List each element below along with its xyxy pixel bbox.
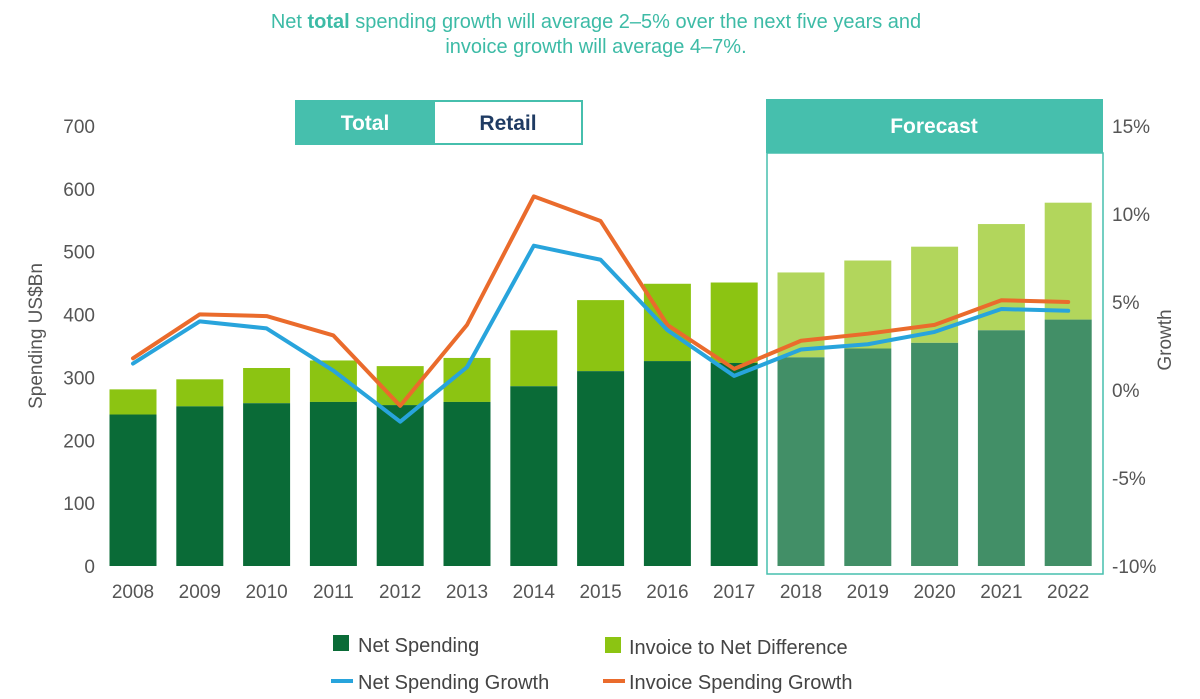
left-axis: 0 100 200 300 400 500 600 700 bbox=[63, 117, 95, 578]
bar-invoice-diff-2017 bbox=[710, 282, 758, 363]
legend-label-invoice-growth: Invoice Spending Growth bbox=[629, 672, 852, 694]
bar-net-spending-2018 bbox=[777, 357, 825, 566]
bar-net-spending-2016 bbox=[643, 361, 691, 566]
left-axis-title: Spending US$Bn bbox=[26, 263, 47, 409]
view-tabs: Total Retail bbox=[295, 100, 583, 145]
legend-label-invoice-diff: Invoice to Net Difference bbox=[629, 637, 848, 659]
title-line-1: Net total spending growth will average 2… bbox=[0, 10, 1192, 35]
lines-layer bbox=[131, 194, 1071, 424]
right-tick-label: 10% bbox=[1112, 205, 1150, 226]
bar-invoice-diff-2018 bbox=[777, 272, 825, 358]
left-tick-label: 700 bbox=[63, 117, 95, 138]
legend-label-net-growth: Net Spending Growth bbox=[358, 672, 549, 694]
bar-net-spending-2014 bbox=[510, 386, 558, 566]
title-part2: spending growth will average 2–5% over t… bbox=[349, 11, 922, 33]
x-tick-label: 2012 bbox=[379, 582, 421, 603]
bar-net-spending-2012 bbox=[376, 405, 424, 566]
x-tick-label: 2018 bbox=[780, 582, 822, 603]
chart-title: Net total spending growth will average 2… bbox=[0, 10, 1192, 60]
x-tick-label: 2022 bbox=[1047, 582, 1089, 603]
title-bold-word: total bbox=[307, 11, 350, 33]
forecast-header bbox=[766, 99, 1103, 153]
forecast-label: Forecast bbox=[890, 115, 978, 138]
x-tick-label: 2021 bbox=[980, 582, 1022, 603]
legend-swatch-net-growth bbox=[331, 679, 353, 683]
right-tick-label: -5% bbox=[1112, 469, 1146, 490]
title-part1: Net bbox=[270, 11, 308, 33]
right-tick-label: 0% bbox=[1112, 381, 1140, 402]
x-tick-label: 2017 bbox=[713, 582, 755, 603]
right-tick-label: 15% bbox=[1112, 117, 1150, 138]
x-tick-label: 2009 bbox=[179, 582, 221, 603]
x-tick-label: 2014 bbox=[513, 582, 556, 603]
legend-swatch-net-spending bbox=[333, 635, 349, 651]
tab-retail[interactable] bbox=[433, 100, 583, 145]
bar-net-spending-2020 bbox=[911, 342, 959, 566]
bar-net-spending-2009 bbox=[176, 406, 224, 566]
title-line-2: invoice growth will average 4–7%. bbox=[445, 36, 747, 58]
line-invoice-spending-growth bbox=[131, 194, 1071, 408]
line-net-spending-growth bbox=[131, 243, 1071, 424]
left-tick-label: 500 bbox=[63, 243, 95, 264]
x-axis: 2008 2009 2010 2011 2012 2013 2014 2015 2016 2017… bbox=[112, 582, 1089, 603]
x-tick-label: 2010 bbox=[245, 582, 287, 603]
x-tick-label: 2020 bbox=[913, 582, 955, 603]
right-axis: -10% -5% 0% 5% 10% 15% bbox=[1112, 117, 1156, 578]
legend-swatch-invoice-diff bbox=[605, 637, 621, 653]
bar-net-spending-2019 bbox=[844, 348, 892, 566]
left-tick-label: 0 bbox=[84, 557, 95, 578]
x-tick-label: 2008 bbox=[112, 582, 154, 603]
bar-net-spending-2008 bbox=[109, 414, 157, 566]
x-tick-label: 2013 bbox=[446, 582, 488, 603]
tab-total-label: Total bbox=[341, 112, 390, 135]
bar-invoice-diff-2015 bbox=[577, 300, 625, 372]
x-tick-label: 2019 bbox=[847, 582, 889, 603]
legend-label-net-spending: Net Spending bbox=[358, 635, 479, 657]
bars-layer bbox=[109, 202, 1092, 566]
bar-net-spending-2017 bbox=[710, 362, 758, 566]
right-tick-label: -10% bbox=[1112, 557, 1156, 578]
bar-invoice-diff-2009 bbox=[176, 379, 224, 407]
legend: Net Spending Invoice to Net Difference N… bbox=[331, 635, 852, 694]
left-tick-label: 400 bbox=[63, 306, 95, 327]
bar-net-spending-2015 bbox=[577, 371, 625, 566]
bar-invoice-diff-2010 bbox=[243, 368, 291, 404]
left-tick-label: 600 bbox=[63, 180, 95, 201]
x-tick-label: 2015 bbox=[579, 582, 621, 603]
bar-net-spending-2022 bbox=[1044, 319, 1092, 566]
legend-swatch-invoice-growth bbox=[603, 679, 625, 683]
bar-net-spending-2021 bbox=[977, 330, 1025, 566]
right-axis-title: Growth bbox=[1155, 309, 1176, 370]
x-tick-label: 2011 bbox=[313, 582, 354, 603]
left-tick-label: 200 bbox=[63, 431, 95, 452]
right-tick-label: 5% bbox=[1112, 293, 1140, 314]
bar-net-spending-2011 bbox=[309, 401, 357, 566]
left-tick-label: 100 bbox=[63, 494, 95, 515]
bar-invoice-diff-2008 bbox=[109, 389, 157, 415]
bar-net-spending-2013 bbox=[443, 401, 491, 566]
tab-retail-label: Retail bbox=[479, 112, 536, 135]
left-tick-label: 300 bbox=[63, 368, 95, 389]
bar-invoice-diff-2014 bbox=[510, 330, 558, 387]
bar-net-spending-2010 bbox=[243, 403, 291, 566]
x-tick-label: 2016 bbox=[646, 582, 688, 603]
